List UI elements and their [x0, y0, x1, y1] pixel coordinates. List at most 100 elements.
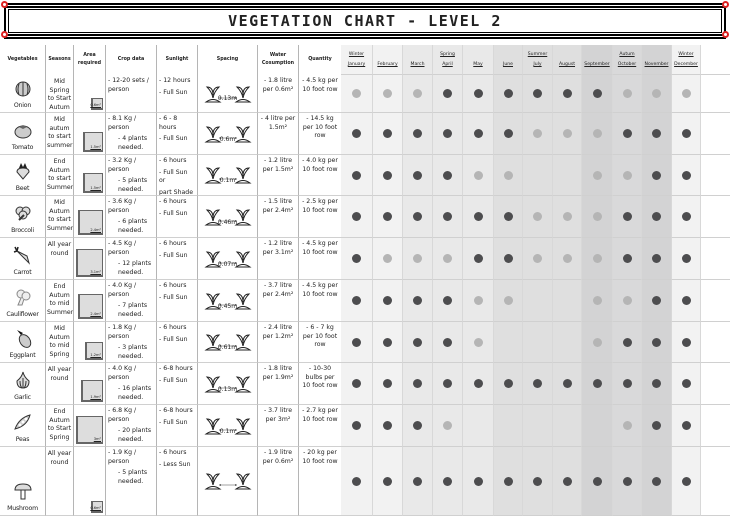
quantity: - 2.5 kg per 10 foot row — [299, 196, 341, 238]
month-cell — [613, 280, 642, 322]
plant-spacing-icon — [203, 80, 253, 108]
water-consumption: - 1.9 litre per 0.6m² — [258, 447, 299, 516]
header-spacing: Spacing — [198, 45, 258, 75]
month-cell — [341, 113, 373, 155]
planting-dot-dark — [352, 379, 361, 388]
eggplant-icon — [12, 328, 34, 352]
month-cell — [613, 363, 642, 405]
spacing-value: 0.07m — [217, 260, 238, 268]
month-cell — [613, 196, 642, 238]
plant-spacing-icon — [203, 287, 253, 315]
title-banner: VEGETATION CHART - LEVEL 2 — [4, 3, 726, 39]
header-quantity: Quantity — [308, 56, 332, 62]
beet-icon — [12, 161, 34, 185]
planting-dot-dark — [681, 170, 691, 180]
sunlight: - 12 hours - Full Sun — [157, 75, 198, 113]
area-required-cell: 3.1m² — [74, 238, 106, 280]
sunlight: - 6 hours - Full Sun or part Shade — [157, 155, 198, 196]
planting-dot-dark — [473, 89, 483, 98]
crop-data: - 1.8 Kg / person - 3 plants needed. — [106, 322, 157, 363]
area-value: 1.5m² — [90, 186, 101, 190]
planting-dot-dark — [652, 254, 661, 263]
carrot-icon — [12, 245, 34, 269]
planting-dot-dark — [352, 212, 361, 221]
water-consumption: - 1.2 litre per 1.5m² — [258, 155, 299, 196]
area-value: 1.5m² — [90, 145, 101, 149]
month-cell — [373, 75, 403, 113]
area-required-cell: 2.4m² — [74, 280, 106, 322]
month-cell — [403, 238, 433, 280]
area-required-cell: 1.2m² — [74, 322, 106, 363]
crop-line: - 3 plants needed. — [118, 344, 148, 360]
month-cell — [672, 155, 701, 196]
planting-dot-dark — [413, 212, 422, 221]
month-cell — [582, 322, 613, 363]
sunlight-line: - Full Sun — [159, 376, 188, 384]
planting-dot-dark — [413, 421, 422, 430]
planting-dot-dark — [622, 476, 632, 486]
month-cell — [373, 238, 403, 280]
planting-dot-dark — [443, 170, 452, 180]
month-cell — [642, 322, 672, 363]
spacing-cell: 0.6m — [198, 113, 258, 155]
month-cell — [672, 196, 701, 238]
season-range: End Autum to start Summer — [46, 155, 74, 196]
vegetable-cell: Beet — [0, 155, 46, 196]
crop-line: - 1.8 Kg / person — [108, 324, 137, 340]
sunlight-line: - 12 hours — [159, 77, 191, 84]
planting-dot-light — [592, 254, 602, 263]
month-cell — [433, 280, 463, 322]
blank-column-cell — [701, 363, 730, 405]
planting-dot-dark — [383, 170, 392, 180]
planting-dot-dark — [622, 129, 632, 138]
season-label: Winter — [678, 52, 694, 57]
planting-dot-dark — [681, 129, 691, 138]
month-cell — [341, 155, 373, 196]
crop-data: - 1.9 Kg / person - 5 plants needed. — [106, 447, 157, 516]
area-required-cell: 2.4m² — [74, 196, 106, 238]
month-cell — [642, 196, 672, 238]
corner-rivet-icon — [1, 1, 8, 8]
planting-dot-light — [443, 254, 452, 263]
month-cell — [341, 447, 373, 516]
area-square-icon: 1.9m² — [81, 380, 103, 402]
planting-dot-light — [652, 89, 661, 98]
month-cell — [433, 447, 463, 516]
planting-dot-dark — [622, 212, 632, 221]
spacing-value: 0.1m — [219, 427, 236, 435]
crop-line: - 4 plants needed. — [118, 135, 148, 151]
vegetable-name: Mushroom — [7, 504, 38, 512]
planting-dot-dark — [562, 379, 572, 388]
area-square-icon: 1.5m² — [83, 173, 103, 193]
spacing-value: 0.45m — [217, 302, 238, 310]
area-required-cell: 0.6m² — [74, 75, 106, 113]
month-label: July — [533, 62, 542, 67]
month-cell — [553, 322, 582, 363]
peas-icon — [12, 412, 34, 436]
sunlight-line: - Full Sun — [159, 135, 188, 142]
header-sunlight: Sunlight — [157, 45, 198, 75]
month-label: October — [617, 62, 637, 67]
planting-dot-light — [592, 296, 602, 305]
planting-dot-dark — [352, 296, 361, 305]
planting-dot-light — [622, 170, 632, 180]
season-label: Winter — [348, 52, 365, 57]
month-cell — [642, 75, 672, 113]
header-seasons: Seasons — [46, 45, 74, 75]
planting-dot-light — [592, 170, 602, 180]
planting-dot-dark — [681, 296, 691, 305]
month-cell — [373, 447, 403, 516]
plant-spacing-icon — [203, 467, 253, 495]
crop-line: - 5 plants needed. — [118, 469, 148, 485]
month-header-november: November — [642, 45, 672, 75]
spacing-cell: 0.46m — [198, 196, 258, 238]
blank-column-cell — [701, 238, 730, 280]
month-cell — [582, 113, 613, 155]
month-cell — [672, 405, 701, 447]
planting-dot-dark — [652, 170, 661, 180]
tomato-icon — [12, 120, 34, 144]
month-cell — [642, 447, 672, 516]
month-cell — [403, 75, 433, 113]
planting-dot-light — [533, 254, 542, 263]
month-cell — [403, 447, 433, 516]
